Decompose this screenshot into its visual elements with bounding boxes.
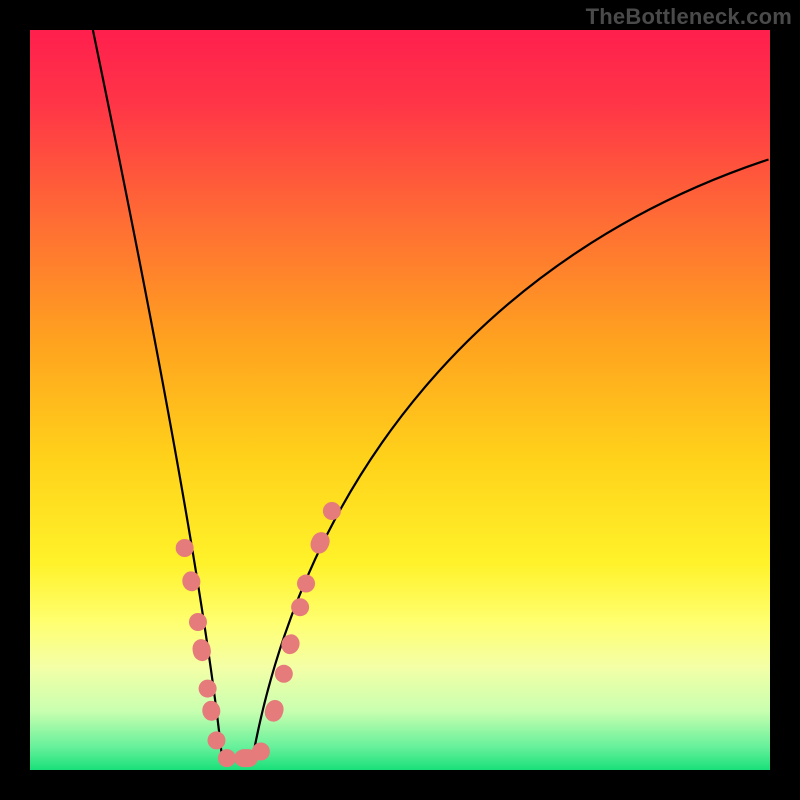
data-marker-dot: [297, 575, 315, 593]
data-marker-dot: [252, 743, 270, 761]
watermark-text: TheBottleneck.com: [586, 4, 792, 30]
data-marker-dot: [218, 749, 236, 767]
chart-root: TheBottleneck.com: [0, 0, 800, 800]
data-marker-dot: [275, 665, 293, 683]
data-marker-dot: [323, 502, 341, 520]
data-marker-dot: [199, 680, 217, 698]
data-marker-dot: [189, 613, 207, 631]
data-marker-pill: [279, 632, 303, 657]
chart-svg: [30, 30, 770, 770]
data-marker-pill: [307, 529, 332, 556]
data-marker-dot: [176, 539, 194, 557]
data-marker-dot: [207, 731, 225, 749]
data-marker-dot: [291, 598, 309, 616]
